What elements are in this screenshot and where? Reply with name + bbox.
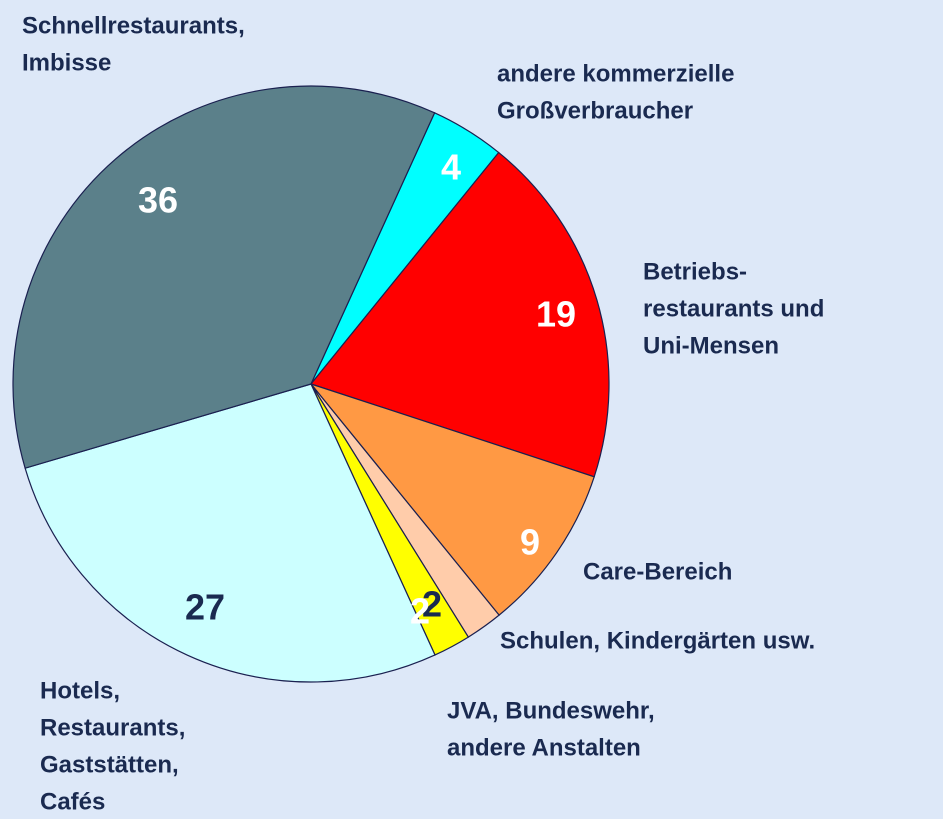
category-label: JVA, Bundeswehr, andere Anstalten bbox=[447, 697, 655, 761]
category-label: Schulen, Kindergärten usw. bbox=[500, 627, 815, 654]
category-label: Hotels, Restaurants, Gaststätten, Cafés bbox=[40, 677, 185, 815]
value-label: 27 bbox=[185, 587, 225, 628]
value-label: 4 bbox=[441, 147, 461, 188]
pie-slice bbox=[24, 383, 436, 683]
category-label: Betriebs-restaurants und Uni-Mensen bbox=[643, 258, 824, 359]
category-label: Schnellrestaurants, Imbisse bbox=[22, 12, 245, 76]
pie-slice bbox=[309, 151, 610, 478]
value-label: 36 bbox=[138, 180, 178, 221]
category-label: Care-Bereich bbox=[583, 558, 732, 585]
value-label: 2 bbox=[410, 591, 430, 632]
pie-slice bbox=[12, 85, 436, 469]
pie-slice bbox=[309, 382, 595, 616]
value-label: 2 bbox=[422, 584, 442, 625]
value-label: 19 bbox=[536, 294, 576, 335]
category-label: andere kommerzielle Großverbraucher bbox=[497, 60, 734, 124]
value-label: 9 bbox=[520, 522, 540, 563]
